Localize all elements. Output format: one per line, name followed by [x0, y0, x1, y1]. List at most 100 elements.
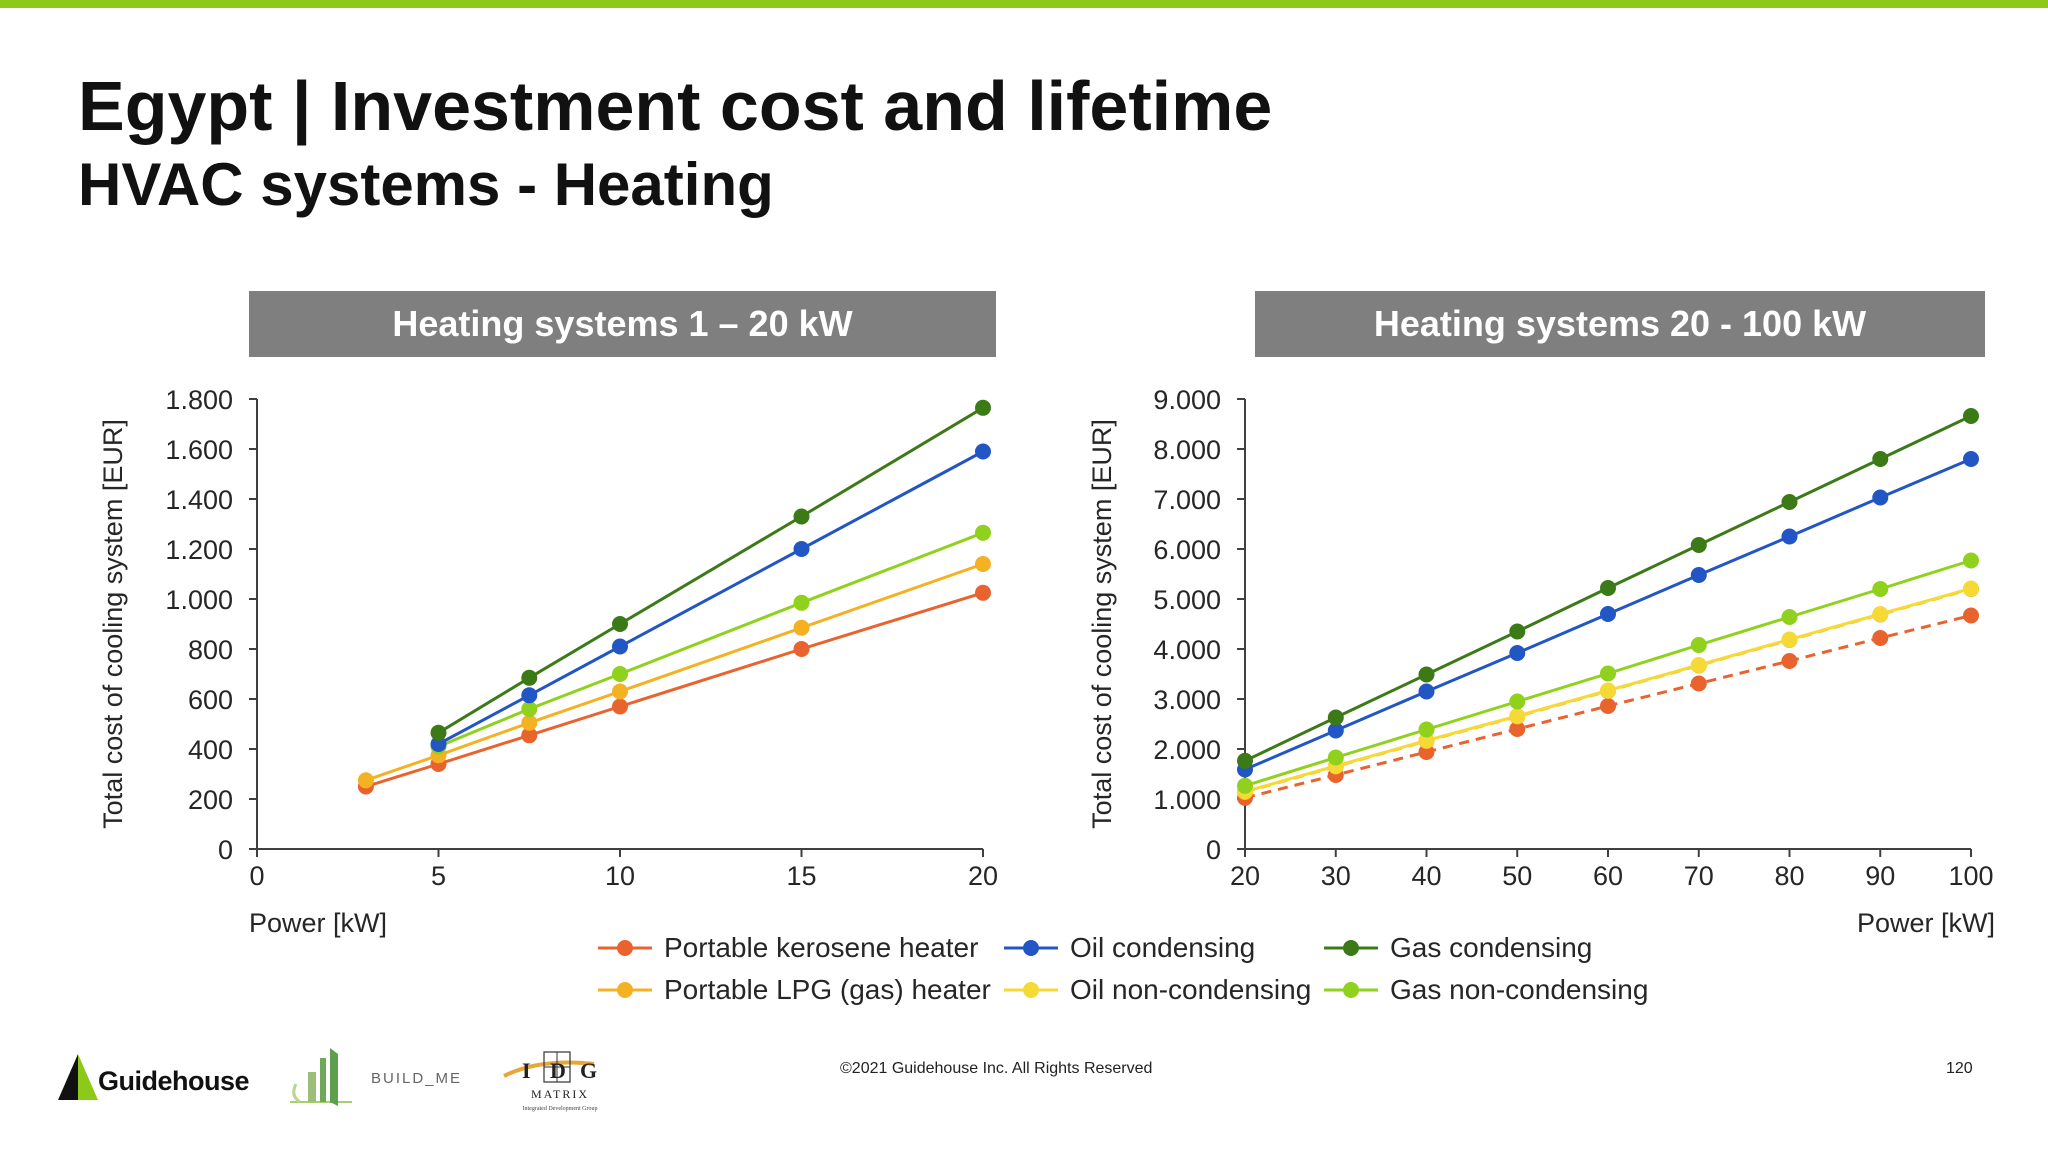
chart-2-series-gas-non-condensing-point — [1509, 693, 1526, 710]
legend-item-oil-non-condensing: Oil non-condensing — [1004, 974, 1311, 1006]
chart-1-y-tick-label: 1.400 — [165, 485, 233, 515]
chart-1-x-tick-label: 0 — [249, 861, 264, 891]
legend-label-gas-non-condensing: Gas non-condensing — [1390, 974, 1649, 1005]
chart-2-series-gas-non-condensing-point — [1237, 777, 1253, 794]
chart-2-series-oil-non-condensing-point — [1690, 657, 1707, 673]
chart-2-series-gas-condensing-point — [1509, 623, 1526, 640]
chart-1-series-oil-condensing-point — [430, 736, 447, 752]
chart-title-large-systems: Heating systems 20 - 100 kW — [1255, 291, 1985, 357]
chart-1-series-oil-condensing-point — [521, 687, 538, 704]
chart-2-series-gas-condensing-point — [1600, 580, 1616, 596]
chart-1-series-gas-condensing-point — [521, 669, 538, 686]
chart-2-series-gas-non-condensing-point — [1690, 637, 1707, 653]
chart-2-x-tick-label: 70 — [1684, 861, 1714, 891]
chart-2-series-oil-condensing-point — [1781, 528, 1798, 545]
chart-2-series-portable-kerosene-heater-point — [1600, 698, 1616, 714]
chart-1-x-tick-label: 5 — [431, 861, 446, 891]
chart-1-series-portable-lpg-gas-heater-point — [975, 556, 991, 572]
chart-2-y-tick-label: 2.000 — [1153, 735, 1221, 765]
chart-1-y-tick-label: 0 — [218, 835, 233, 865]
chart-2-y-tick-label: 5.000 — [1153, 585, 1221, 615]
chart-1-series-oil-condensing-line — [437, 450, 984, 746]
page-subtitle: HVAC systems - Heating — [78, 151, 774, 218]
chart-1-y-tick-label: 1.800 — [165, 385, 233, 415]
chart-1-series-portable-lpg-gas-heater-point — [521, 714, 538, 731]
chart-2-series-portable-kerosene-heater-point — [1872, 630, 1889, 646]
chart-2-series-oil-condensing-point — [1509, 645, 1526, 661]
chart-2-x-tick-label: 90 — [1865, 861, 1895, 891]
chart-2-series-oil-non-condensing-point — [1872, 606, 1889, 622]
chart-2-series-oil-condensing-point — [1327, 722, 1344, 739]
chart-1-series-portable-lpg-gas-heater-point — [793, 619, 810, 636]
chart-2-y-tick-label: 9.000 — [1153, 385, 1221, 415]
chart-2-series-oil-condensing-point — [1690, 567, 1707, 583]
chart-2-series-gas-non-condensing-point — [1781, 609, 1798, 625]
chart-1-series-oil-condensing-point — [612, 638, 628, 655]
chart-2-series-gas-non-condensing-point — [1418, 721, 1435, 738]
chart-2-series-oil-non-condensing-point — [1963, 580, 1979, 597]
accent-bar — [0, 0, 2048, 8]
chart-1-series-gas-non-condensing-line — [437, 531, 984, 748]
legend-marker-kerosene — [598, 940, 652, 956]
legend-item-gas-condensing: Gas condensing — [1324, 932, 1592, 964]
chart-2-series-portable-kerosene-heater-point — [1418, 744, 1435, 760]
chart-1-x-tick-label: 10 — [605, 861, 635, 891]
chart-2-series-oil-non-condensing-point — [1509, 708, 1526, 724]
chart-2-series-portable-kerosene-heater-point — [1509, 721, 1526, 737]
chart-1-y-tick-label: 1.200 — [165, 535, 233, 565]
chart-2-x-tick-label: 40 — [1411, 861, 1441, 891]
page-number: 120 — [1946, 1060, 1973, 1077]
chart-1-x-tick-label: 20 — [968, 861, 998, 891]
chart-1-y-tick-label: 200 — [188, 785, 233, 815]
chart-1-series-portable-lpg-gas-heater-point — [612, 683, 628, 700]
legend-item-lpg: Portable LPG (gas) heater — [598, 974, 991, 1006]
chart-2-series-gas-condensing-point — [1781, 494, 1798, 510]
chart-2-x-tick-label: 60 — [1593, 861, 1623, 891]
legend-marker-gas-condensing — [1324, 940, 1378, 956]
copyright-text: ©2021 Guidehouse Inc. All Rights Reserve… — [840, 1060, 1153, 1077]
buildme-logo-icon — [290, 1048, 352, 1106]
legend-item-oil-condensing: Oil condensing — [1004, 932, 1255, 964]
chart-2-series-gas-condensing-point — [1327, 709, 1344, 726]
chart-2-series-oil-non-condensing-point — [1418, 732, 1435, 749]
chart-1-series-gas-non-condensing-point — [612, 666, 628, 682]
chart-1-x-axis-label: Power [kW] — [249, 908, 387, 938]
chart-2-series-oil-non-condensing-point — [1781, 631, 1798, 648]
chart-2-y-tick-label: 0 — [1206, 835, 1221, 865]
chart-1-series-gas-condensing-point — [430, 724, 447, 741]
chart-1-series-gas-condensing-point — [975, 399, 991, 416]
page-title: Egypt | Investment cost and lifetime — [78, 67, 1273, 145]
chart-2-x-tick-label: 50 — [1502, 861, 1532, 891]
chart-2-series-gas-non-condensing-point — [1872, 581, 1889, 597]
chart-1-y-tick-label: 1.000 — [165, 585, 233, 615]
chart-2-series-gas-condensing-point — [1872, 451, 1889, 467]
chart-1-series-gas-non-condensing-point — [521, 701, 538, 717]
chart-2-y-tick-label: 8.000 — [1153, 435, 1221, 465]
chart-2-x-tick-label: 30 — [1321, 861, 1351, 891]
chart-1-series-portable-kerosene-heater-point — [975, 584, 991, 601]
chart-1-series-portable-kerosene-heater-point — [793, 641, 810, 657]
idg-matrix-logo: I D G MATRIX Integrated Development Grou… — [503, 1051, 597, 1112]
legend-marker-oil-condensing — [1004, 940, 1058, 956]
chart-2-series-gas-condensing-point — [1418, 666, 1435, 683]
chart-1-series-gas-non-condensing-point — [793, 594, 810, 611]
idg-logo-word: MATRIX — [531, 1087, 589, 1101]
chart-1-series-gas-condensing-point — [612, 616, 628, 632]
chart-2-x-tick-label: 20 — [1230, 861, 1260, 891]
chart-2-series-gas-condensing-point — [1237, 752, 1253, 769]
chart-2-x-axis-label: Power [kW] — [1857, 908, 1995, 938]
chart-2-y-tick-label: 4.000 — [1153, 635, 1221, 665]
chart-1-series-oil-condensing-point — [975, 443, 991, 460]
legend-item-gas-non-condensing: Gas non-condensing — [1324, 974, 1648, 1006]
chart-1-series-gas-non-condensing-point — [975, 524, 991, 541]
chart-1-series-portable-kerosene-heater-point — [521, 727, 538, 744]
legend-label-oil-non-condensing: Oil non-condensing — [1070, 974, 1312, 1005]
legend-marker-gas-non-condensing — [1324, 982, 1378, 998]
chart-2-series-gas-non-condensing-point — [1600, 665, 1616, 682]
chart-1-series-portable-kerosene-heater-point — [612, 698, 628, 715]
chart-1-y-tick-label: 600 — [188, 685, 233, 715]
legend-label-gas-condensing: Gas condensing — [1390, 932, 1593, 963]
guidehouse-logo-text: Guidehouse — [98, 1066, 250, 1096]
svg-text:D: D — [550, 1058, 566, 1083]
